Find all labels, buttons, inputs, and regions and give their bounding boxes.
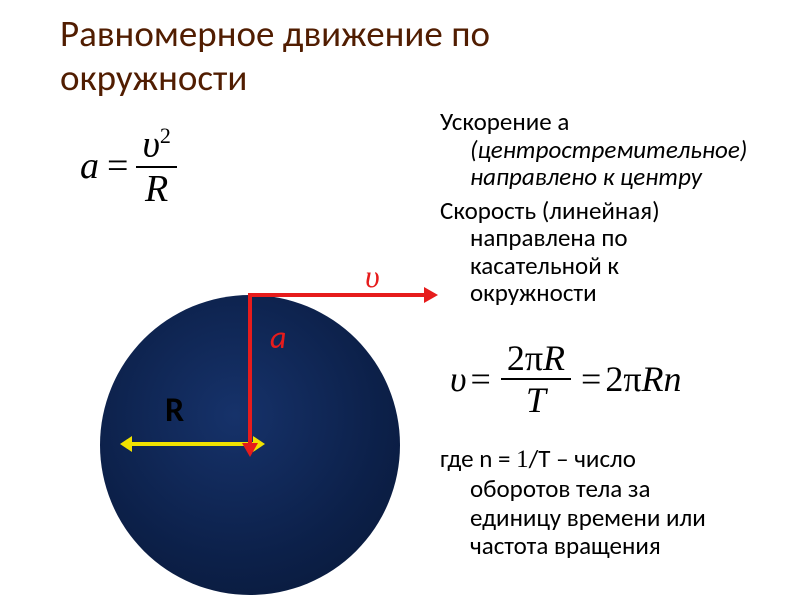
circle-diagram: R a υ — [70, 275, 440, 595]
velocity-text: Скорость (линейная) направлена по касате… — [440, 197, 780, 307]
radius-arrow — [130, 442, 255, 446]
velocity-arrow — [248, 293, 428, 297]
velocity-formula: υ = 2πR T = 2πRn — [450, 340, 682, 418]
right-column: Ускорение a (центростремительное) направ… — [440, 108, 780, 307]
formula-lhs: a — [80, 144, 99, 188]
numerator: υ2 — [136, 125, 176, 168]
numerator-1: 2πR — [501, 340, 571, 380]
equals-sign: = — [471, 358, 491, 400]
acceleration-text: Ускорение a (центростремительное) направ… — [440, 108, 780, 191]
vel-lhs: υ — [450, 358, 467, 400]
equals-sign: = — [107, 144, 128, 188]
frequency-text: где n = 1/T – число оборотов тела за еди… — [440, 445, 790, 561]
fraction-1: 2πR T — [501, 340, 571, 418]
acceleration-arrow — [248, 295, 252, 447]
radius-label: R — [165, 390, 184, 431]
fraction: υ2 R — [136, 125, 176, 208]
acceleration-label: a — [270, 318, 286, 357]
equals-sign: = — [581, 358, 601, 400]
denominator-1: T — [520, 380, 552, 418]
denominator: R — [139, 168, 174, 208]
slide-title: Равномерное движение по окружности — [0, 0, 800, 101]
title-line1: Равномерное движение по — [60, 11, 490, 56]
rhs-2: 2πRn — [605, 358, 681, 400]
velocity-label: υ — [365, 258, 380, 295]
acceleration-formula: a = υ2 R — [80, 125, 177, 208]
title-line2: окружности — [60, 55, 247, 100]
